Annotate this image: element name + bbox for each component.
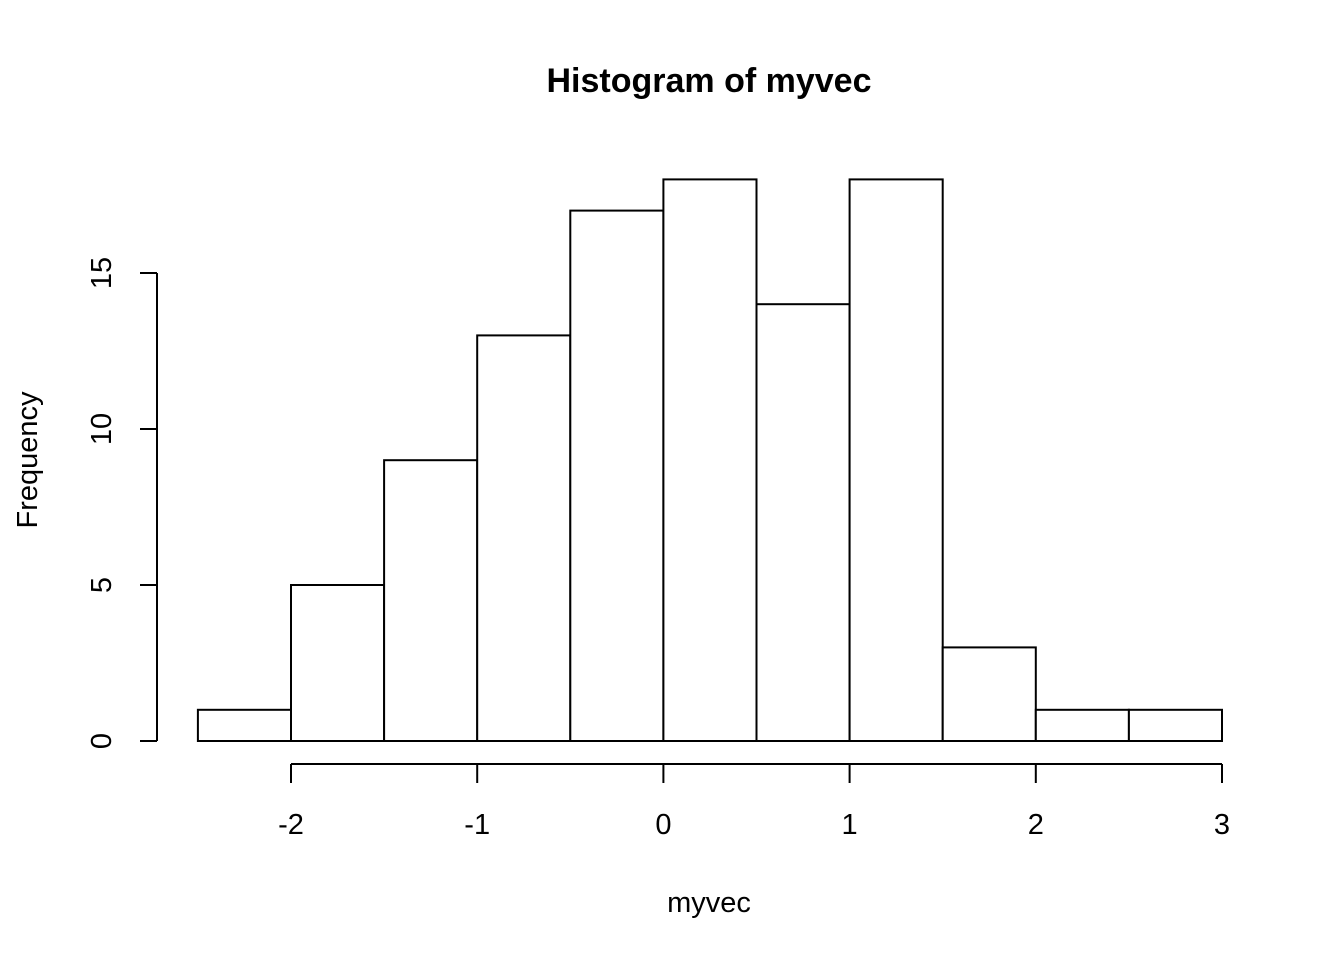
histogram-bar xyxy=(196,708,292,742)
y-tick-label: 0 xyxy=(86,733,118,749)
histogram-bar xyxy=(755,303,851,742)
y-tick-label: 10 xyxy=(86,413,118,445)
x-tick-label: -2 xyxy=(278,809,304,841)
x-axis: -2 -1 0 1 2 3 xyxy=(278,763,1230,841)
y-axis-label: Frequency xyxy=(12,391,44,529)
x-tick-label: 0 xyxy=(655,809,671,841)
x-tick-label: -1 xyxy=(464,809,490,841)
x-tick-label: 3 xyxy=(1214,809,1230,841)
bars-group xyxy=(196,178,1224,743)
x-axis-label: myvec xyxy=(667,887,751,919)
y-axis: 0 5 10 15 xyxy=(86,257,158,749)
histogram-bar xyxy=(1127,708,1224,742)
x-tick-label: 1 xyxy=(842,809,858,841)
histogram-bar xyxy=(290,584,386,742)
chart-title: Histogram of myvec xyxy=(547,62,872,100)
histogram-bar xyxy=(662,178,758,742)
histogram-bar xyxy=(476,334,572,742)
histogram-bar xyxy=(941,646,1037,743)
histogram-bar xyxy=(848,178,944,742)
histogram-bar xyxy=(383,459,479,742)
y-tick-label: 15 xyxy=(86,257,118,289)
x-tick-label: 2 xyxy=(1028,809,1044,841)
histogram-bar xyxy=(1034,708,1130,742)
histogram-bar xyxy=(569,209,665,743)
y-tick-label: 5 xyxy=(86,577,118,593)
